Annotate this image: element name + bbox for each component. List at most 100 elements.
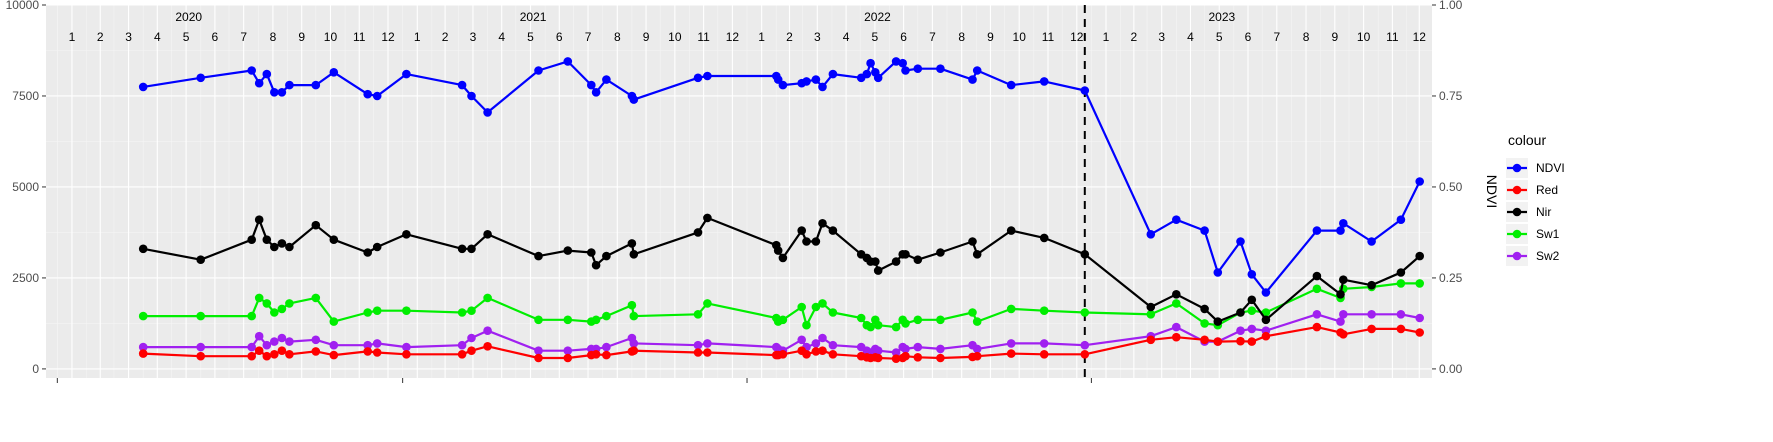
data-point-red <box>329 350 339 360</box>
y-axis-right: 0.00 0.25 0.50 0.75 1.00 <box>1432 0 1463 376</box>
data-point-red <box>363 347 373 356</box>
data-point-ndvi <box>1172 215 1181 224</box>
data-point-sw1 <box>270 308 279 317</box>
data-point-ndvi <box>483 108 492 117</box>
data-point-ndvi <box>901 66 910 75</box>
data-point-sw2 <box>1247 324 1257 334</box>
data-point-red <box>1312 322 1322 332</box>
data-point-nir <box>270 242 279 252</box>
data-point-sw1 <box>797 302 806 312</box>
year-label: 2023 <box>1209 10 1236 24</box>
data-point-sw1 <box>138 311 148 321</box>
data-point-ndvi <box>1200 226 1209 235</box>
data-point-sw1 <box>1415 279 1424 288</box>
year-label: 2020 <box>175 10 202 24</box>
data-point-red <box>254 346 264 356</box>
data-point-sw1 <box>563 315 573 325</box>
data-point-nir <box>262 235 272 244</box>
data-point-ndvi <box>1312 226 1322 235</box>
data-point-nir <box>811 237 821 246</box>
data-point-sw1 <box>285 299 294 308</box>
data-point-sw2 <box>270 337 279 346</box>
data-point-ndvi <box>138 82 148 92</box>
data-point-ndvi <box>587 80 596 90</box>
y-left-tick-label: 5000 <box>12 180 39 194</box>
data-point-red <box>1415 328 1424 337</box>
data-point-sw1 <box>372 306 382 316</box>
data-point-red <box>563 353 573 363</box>
month-label: 5 <box>183 30 190 44</box>
data-point-sw2 <box>262 340 272 350</box>
data-point-nir <box>797 226 806 235</box>
data-point-ndvi <box>1247 270 1257 279</box>
data-point-red <box>1006 349 1016 358</box>
year-label: 2021 <box>520 10 547 24</box>
month-label: 4 <box>154 30 161 44</box>
series-nir <box>138 213 1424 326</box>
data-point-ndvi <box>1367 237 1376 246</box>
data-point-ndvi <box>363 89 373 99</box>
data-point-sw2 <box>311 335 321 345</box>
data-point-sw2 <box>372 339 382 348</box>
data-point-red <box>1396 324 1406 334</box>
data-point-sw1 <box>703 299 712 308</box>
data-point-red <box>591 350 601 359</box>
data-point-ndvi <box>811 75 821 84</box>
series-layer <box>138 57 1424 364</box>
data-point-red <box>1200 335 1209 345</box>
data-point-red <box>372 348 382 357</box>
month-label: 6 <box>556 30 563 44</box>
data-point-sw2 <box>913 342 923 352</box>
data-point-nir <box>591 260 601 270</box>
data-point-ndvi <box>563 57 573 66</box>
data-point-ndvi <box>1039 77 1049 86</box>
data-point-sw1 <box>329 317 339 326</box>
data-point-red <box>1172 332 1181 342</box>
data-point-sw2 <box>247 342 256 352</box>
data-point-nir <box>1146 302 1156 312</box>
month-label: 6 <box>212 30 219 44</box>
data-point-sw2 <box>277 333 287 343</box>
legend: colour NDVI Red Nir Sw1 Sw2 <box>1506 132 1565 266</box>
data-point-nir <box>1415 251 1424 261</box>
data-point-sw1 <box>1200 319 1209 328</box>
series-sw1 <box>138 279 1424 332</box>
data-point-sw1 <box>457 308 467 317</box>
data-point-ndvi <box>270 88 279 97</box>
month-label: 11 <box>1386 30 1399 44</box>
data-point-nir <box>363 248 373 257</box>
data-point-sw2 <box>828 340 838 350</box>
legend-key-point <box>1512 163 1522 173</box>
data-point-red <box>891 354 901 364</box>
month-label: 2 <box>442 30 449 44</box>
data-point-nir <box>277 239 287 248</box>
data-point-sw2 <box>1236 326 1245 336</box>
data-point-sw1 <box>602 311 611 321</box>
data-point-nir <box>1339 275 1348 285</box>
data-point-sw1 <box>913 315 923 325</box>
data-point-sw2 <box>1336 317 1345 326</box>
data-point-sw1 <box>1006 304 1016 314</box>
legend-key-point <box>1512 185 1522 195</box>
data-point-nir <box>329 235 339 244</box>
month-label: 5 <box>527 30 534 44</box>
data-point-nir <box>818 219 827 228</box>
data-point-sw2 <box>363 340 373 350</box>
data-point-sw2 <box>467 333 476 343</box>
data-point-nir <box>627 239 637 248</box>
data-point-sw1 <box>802 320 811 330</box>
data-point-sw2 <box>891 348 901 357</box>
month-label: 1 <box>414 30 421 44</box>
month-label: 10 <box>1013 30 1027 44</box>
data-point-sw2 <box>563 346 573 356</box>
data-point-nir <box>1312 271 1322 281</box>
data-point-sw1 <box>811 302 821 312</box>
data-point-sw2 <box>138 342 148 352</box>
month-label: 1 <box>758 30 765 44</box>
month-label: 9 <box>1331 30 1338 44</box>
data-point-nir <box>587 248 596 257</box>
data-point-sw1 <box>873 320 883 330</box>
y-right-tick-label: 0.75 <box>1439 89 1463 103</box>
data-point-sw1 <box>1080 308 1090 317</box>
data-point-sw1 <box>828 308 838 317</box>
